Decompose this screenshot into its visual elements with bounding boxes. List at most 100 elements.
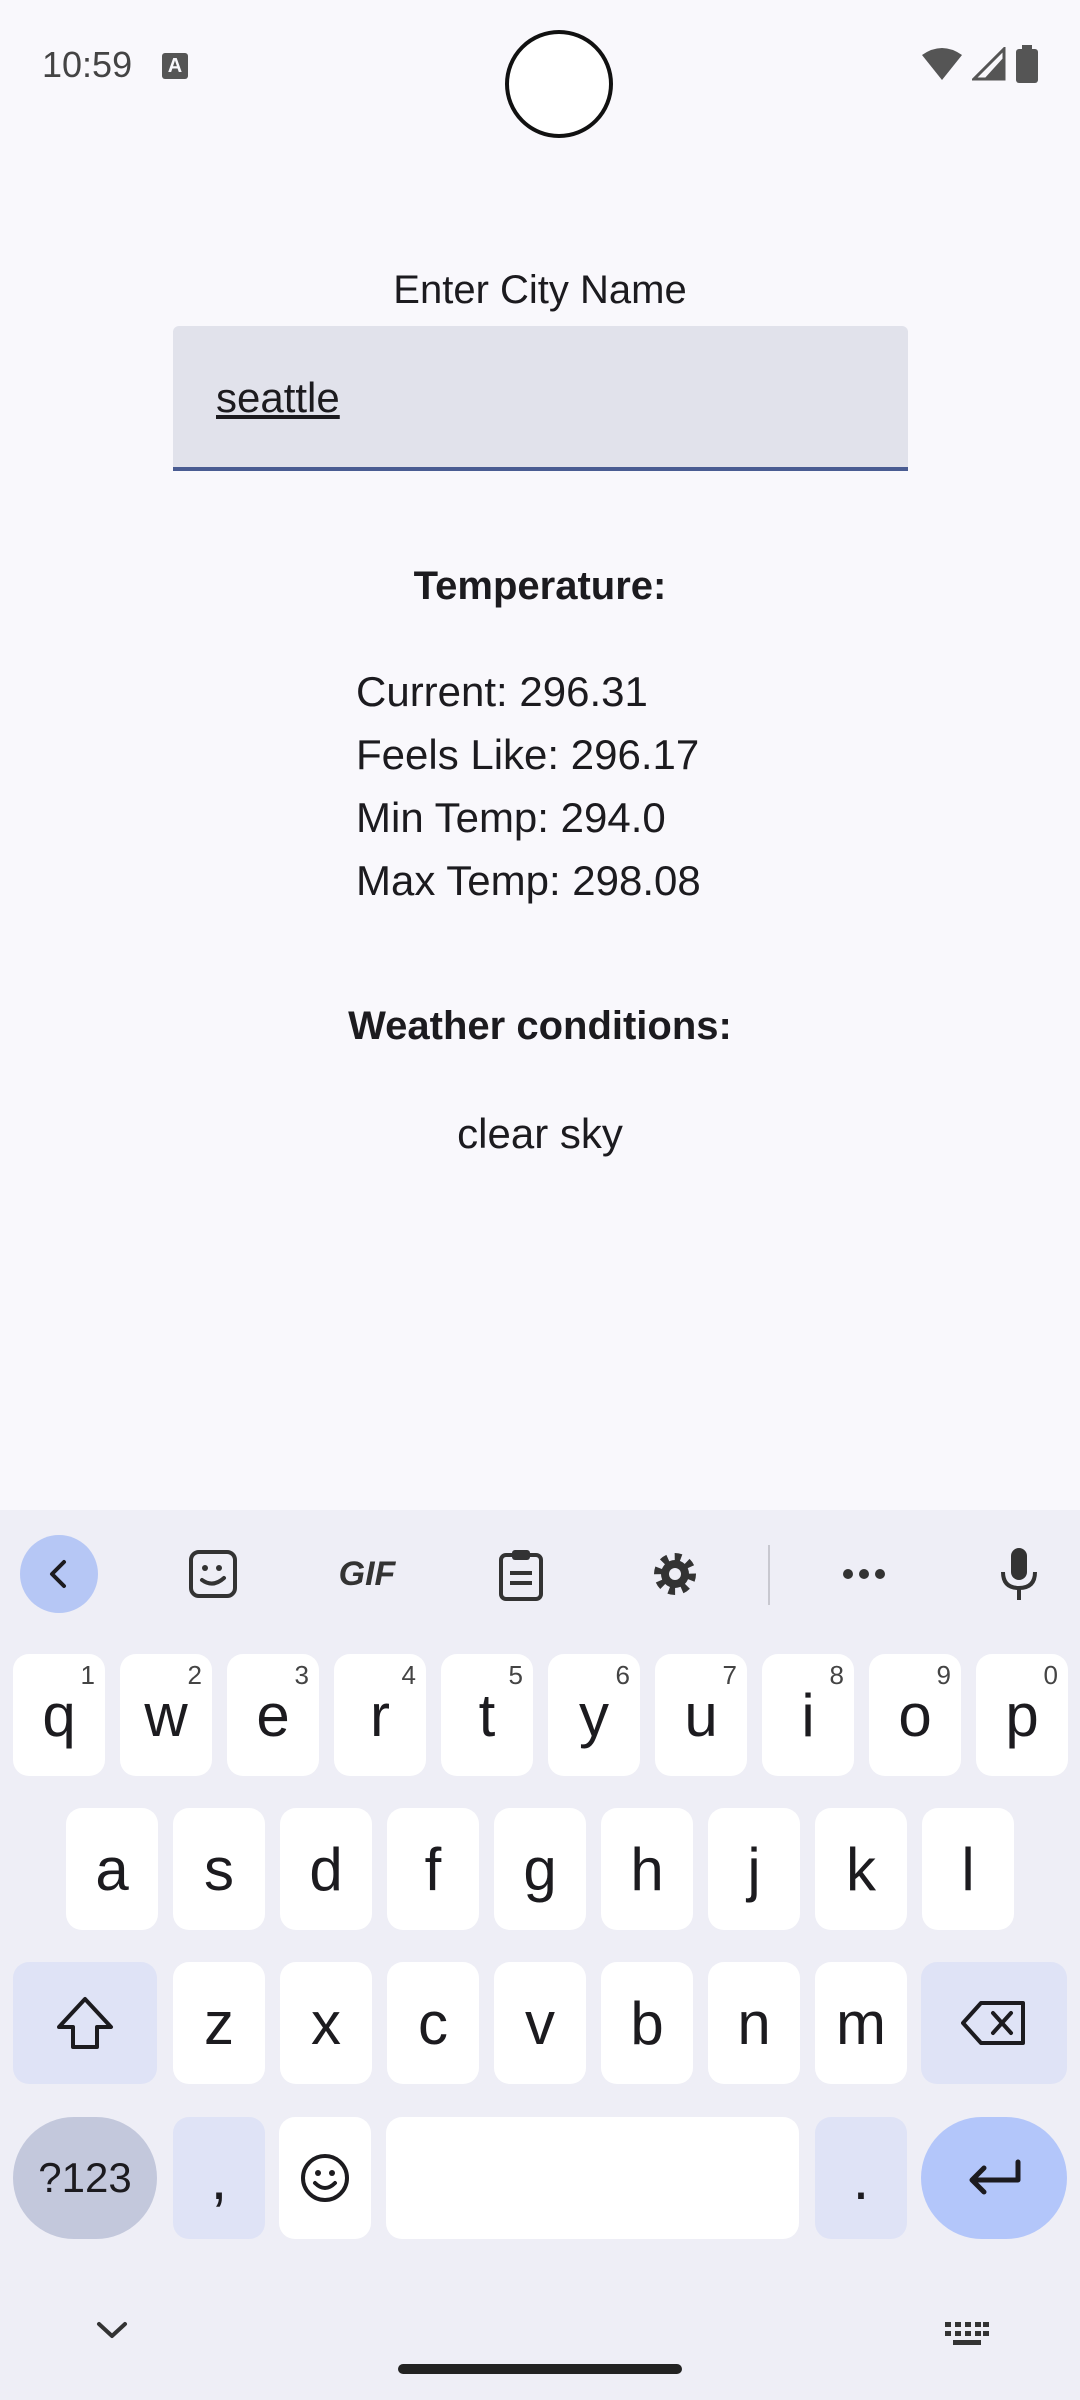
key-label: g xyxy=(523,1835,557,1903)
key-d[interactable]: d xyxy=(280,1808,372,1930)
back-icon[interactable] xyxy=(20,1535,98,1613)
key-label: r xyxy=(370,1681,390,1749)
backspace-key[interactable] xyxy=(921,1962,1067,2084)
enter-icon xyxy=(969,2159,1021,2195)
key-label: l xyxy=(961,1835,975,1903)
key-hint: 8 xyxy=(829,1660,844,1690)
settings-icon[interactable] xyxy=(636,1535,714,1613)
key-label: z xyxy=(204,1989,234,2057)
key-n[interactable]: n xyxy=(708,1962,800,2084)
key-l[interactable]: l xyxy=(922,1808,1014,1930)
clipboard-icon[interactable] xyxy=(482,1535,560,1613)
key-hint: 1 xyxy=(80,1660,95,1690)
key-hint: 2 xyxy=(187,1660,202,1690)
enter-key[interactable] xyxy=(921,2117,1067,2239)
key-label: u xyxy=(684,1681,718,1749)
key-label: i xyxy=(801,1681,815,1749)
period-key[interactable]: . xyxy=(815,2117,907,2239)
key-label: c xyxy=(418,1989,448,2057)
hide-keyboard-icon[interactable] xyxy=(95,2320,129,2345)
key-hint: 7 xyxy=(722,1660,737,1690)
key-label: y xyxy=(579,1681,609,1749)
keyboard xyxy=(0,1510,1080,2400)
conditions-heading: Weather conditions: xyxy=(348,1004,732,1048)
key-label: b xyxy=(630,1989,664,2057)
comma-key[interactable]: , xyxy=(173,2117,265,2239)
feels-like-temp: Feels Like: 296.17 xyxy=(356,731,700,778)
key-s[interactable]: s xyxy=(173,1808,265,1930)
space-key[interactable] xyxy=(386,2117,799,2239)
symbols-key[interactable]: ?123 xyxy=(13,2117,157,2239)
key-label: w xyxy=(144,1681,188,1749)
key-g[interactable]: g xyxy=(494,1808,586,1930)
key-label: k xyxy=(846,1835,876,1903)
key-f[interactable]: f xyxy=(387,1808,479,1930)
key-hint: 3 xyxy=(294,1660,309,1690)
shift-key[interactable] xyxy=(13,1962,157,2084)
gif-icon[interactable]: GIF xyxy=(338,1554,396,1593)
emoji-icon xyxy=(301,2154,349,2202)
backspace-icon xyxy=(961,2001,1025,2045)
conditions-value: clear sky xyxy=(457,1110,623,1157)
key-label: a xyxy=(95,1835,129,1903)
key-b[interactable]: b xyxy=(601,1962,693,2084)
key-label: s xyxy=(204,1835,234,1903)
key-label: e xyxy=(256,1681,290,1749)
shift-icon xyxy=(57,1997,113,2049)
city-label: Enter City Name xyxy=(393,268,687,312)
signal-icon xyxy=(972,47,1006,81)
temperature-heading: Temperature: xyxy=(413,564,667,608)
key-hint: 5 xyxy=(508,1660,523,1690)
notification-icon: A xyxy=(162,53,188,79)
key-hint: 6 xyxy=(615,1660,630,1690)
home-indicator[interactable] xyxy=(398,2364,682,2374)
key-hint: 9 xyxy=(936,1660,951,1690)
key-k[interactable]: k xyxy=(815,1808,907,1930)
key-v[interactable]: v xyxy=(494,1962,586,2084)
key-label: d xyxy=(309,1835,343,1903)
wifi-icon xyxy=(922,48,962,80)
key-label: n xyxy=(737,1989,771,2057)
current-temp: Current: 296.31 xyxy=(356,668,648,715)
key-label: o xyxy=(898,1681,932,1749)
key-z[interactable]: z xyxy=(173,1962,265,2084)
min-temp: Min Temp: 294.0 xyxy=(356,794,666,841)
key-label: q xyxy=(42,1681,76,1749)
key-hint: 0 xyxy=(1043,1660,1058,1690)
key-c[interactable]: c xyxy=(387,1962,479,2084)
city-field[interactable] xyxy=(173,326,908,471)
status-icons xyxy=(922,44,1038,84)
key-h[interactable]: h xyxy=(601,1808,693,1930)
keyboard-switch-icon[interactable] xyxy=(945,2322,989,2351)
sticker-icon[interactable] xyxy=(174,1535,252,1613)
key-a[interactable]: a xyxy=(66,1808,158,1930)
key-m[interactable]: m xyxy=(815,1962,907,2084)
key-label: h xyxy=(630,1835,664,1903)
key-hint: 4 xyxy=(401,1660,416,1690)
key-label: m xyxy=(836,1989,886,2057)
more-icon[interactable] xyxy=(825,1535,903,1613)
mic-icon[interactable] xyxy=(980,1535,1058,1613)
key-j[interactable]: j xyxy=(708,1808,800,1930)
camera-cutout xyxy=(505,30,613,138)
status-time: 10:59 xyxy=(42,44,133,85)
key-label: x xyxy=(311,1989,341,2057)
max-temp: Max Temp: 298.08 xyxy=(356,857,701,904)
toolbar-divider xyxy=(768,1545,770,1605)
key-label: v xyxy=(525,1989,555,2057)
city-input[interactable] xyxy=(216,374,856,422)
battery-icon xyxy=(1016,45,1038,83)
key-x[interactable]: x xyxy=(280,1962,372,2084)
key-label: p xyxy=(1005,1681,1039,1749)
emoji-key[interactable] xyxy=(279,2117,371,2239)
